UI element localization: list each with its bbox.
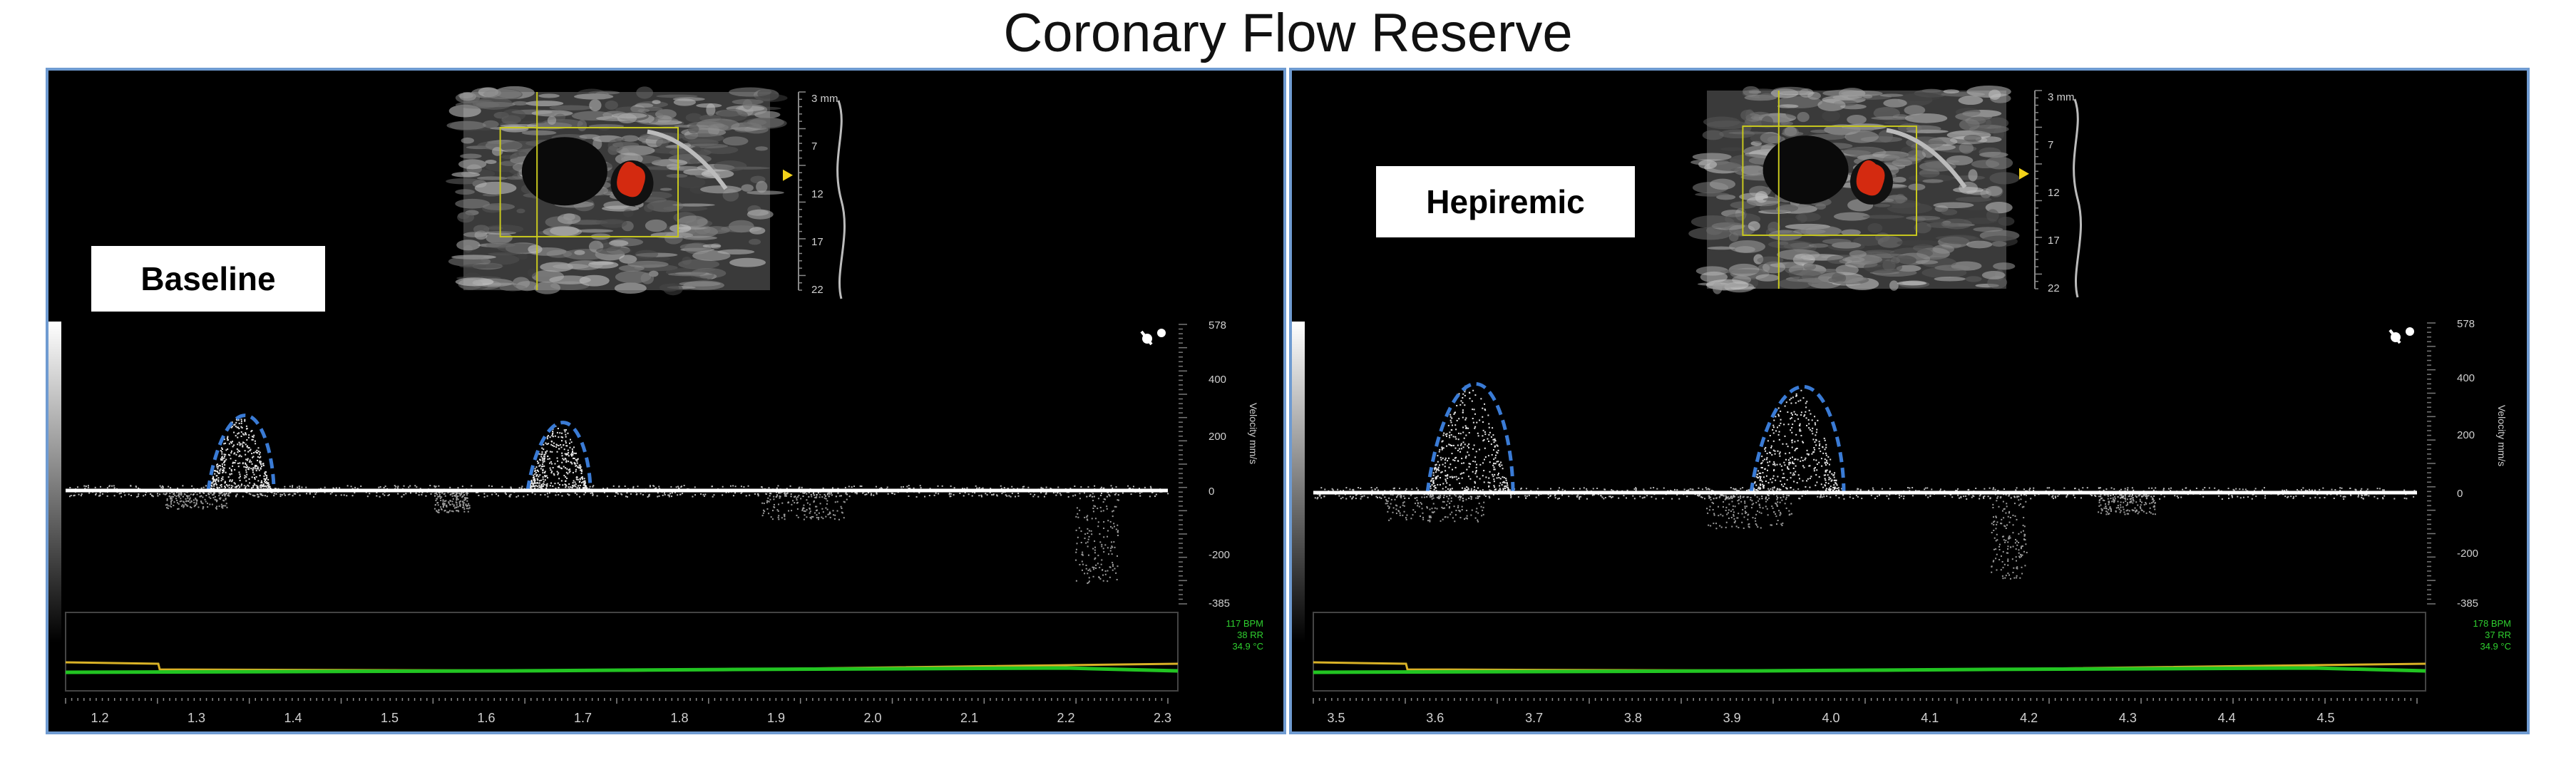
figure-title: Coronary Flow Reserve <box>1003 3 1573 63</box>
physio-readout: 38 RR <box>1237 630 1263 640</box>
depth-tick-label: 3 mm <box>811 93 838 105</box>
velocity-tick-label: 0 <box>2457 488 2463 500</box>
velocity-axis-label: Velocity mm/s <box>2496 405 2508 466</box>
time-tick-label: 4.0 <box>1822 711 1839 725</box>
doppler-spectrum <box>68 418 1169 585</box>
sample-box <box>1742 125 1918 236</box>
depth-tick-label: 17 <box>811 236 823 248</box>
ecg-marker-trace <box>836 100 846 299</box>
physio-readout: 178 BPM <box>2473 618 2511 629</box>
time-tick-label: 1.2 <box>91 711 108 725</box>
systolic-envelope-1 <box>1425 381 1515 493</box>
depth-tick-label: 3 mm <box>2048 91 2075 103</box>
time-tick-label: 1.6 <box>477 711 495 725</box>
time-tick-label: 3.5 <box>1327 711 1345 725</box>
color-flow-spot <box>1856 160 1885 196</box>
depth-tick-label: 22 <box>2048 282 2060 294</box>
time-tick-label: 2.3 <box>1154 711 1171 725</box>
doppler-spectrum <box>1314 385 2418 580</box>
sample-box <box>499 127 679 237</box>
grayscale-bar <box>48 322 61 642</box>
velocity-axis-label: Velocity mm/s <box>1248 403 1259 464</box>
vessel-lumen <box>521 137 607 206</box>
time-tick-label: 2.1 <box>960 711 978 725</box>
time-tick-label: 1.9 <box>767 711 785 725</box>
physio-strip <box>65 612 1179 692</box>
time-tick-label: 3.9 <box>1723 711 1741 725</box>
time-tick-label: 1.8 <box>670 711 688 725</box>
tissue-arc <box>647 129 728 190</box>
time-tick-label: 4.4 <box>2218 711 2236 725</box>
time-tick-label: 3.6 <box>1426 711 1444 725</box>
depth-tick-label: 17 <box>2048 235 2060 247</box>
time-tick-label: 4.1 <box>1921 711 1939 725</box>
physio-readout: 34.9 °C <box>1232 641 1263 652</box>
panel-label-hepiremic: Hepiremic <box>1376 166 1635 237</box>
systolic-envelope-1 <box>206 414 276 491</box>
depth-tick-label: 22 <box>811 284 823 296</box>
panel-label-baseline: Baseline <box>91 246 325 312</box>
focus-marker-icon <box>2019 168 2029 180</box>
grayscale-bar <box>1292 322 1305 642</box>
doppler-scale-icon <box>1140 329 1166 346</box>
time-tick-label: 3.8 <box>1624 711 1642 725</box>
physio-readout: 117 BPM <box>1226 618 1263 629</box>
baseline-panel: 3 mm 7 12 17 22 578 400 200 0 -200 -385 Velocity mm… <box>46 68 1286 734</box>
depth-tick-label: 12 <box>2048 187 2060 199</box>
velocity-tick-label: 200 <box>2457 429 2475 441</box>
time-tick-label: 1.3 <box>188 711 205 725</box>
vessel-lumen <box>1762 135 1849 205</box>
time-tick-label: 2.2 <box>1057 711 1074 725</box>
heart-rate-line <box>1313 666 2426 674</box>
time-tick-label: 1.5 <box>381 711 399 725</box>
systolic-envelope-2 <box>525 421 592 491</box>
physio-readout: 37 RR <box>2485 630 2511 640</box>
time-tick-label: 1.4 <box>284 711 302 725</box>
velocity-tick-label: -200 <box>2457 548 2478 560</box>
time-tick-label: 1.7 <box>574 711 592 725</box>
time-tick-label: 4.5 <box>2316 711 2334 725</box>
time-tick-label: 4.2 <box>2020 711 2038 725</box>
hepiremic-ultrasound-view: 3 mm 7 12 17 22 578 400 200 0 -200 -385 Velocity mm… <box>1292 86 2511 725</box>
baseline-ultrasound-view: 3 mm 7 12 17 22 578 400 200 0 -200 -385 Velocity mm… <box>48 86 1263 725</box>
time-tick-label: 2.0 <box>863 711 881 725</box>
b-mode-image <box>1688 86 2020 294</box>
doppler-scale-icon <box>2388 327 2414 344</box>
velocity-tick-label: 400 <box>1209 374 1226 386</box>
velocity-tick-label: 578 <box>2457 318 2475 330</box>
depth-tick-label: 12 <box>811 188 823 200</box>
physio-strip <box>1313 612 2426 692</box>
velocity-tick-label: 200 <box>1209 431 1226 443</box>
velocity-tick-label: -200 <box>1209 549 1230 561</box>
b-mode-image <box>446 86 788 296</box>
depth-tick-label: 7 <box>811 140 817 153</box>
time-tick-label: 4.3 <box>2119 711 2137 725</box>
velocity-tick-label: 578 <box>1209 319 1226 332</box>
depth-tick-label: 7 <box>2048 139 2053 151</box>
velocity-tick-label: -385 <box>1209 597 1230 610</box>
systolic-envelope-2 <box>1749 384 1846 493</box>
velocity-tick-label: -385 <box>2457 597 2478 610</box>
heart-rate-line <box>65 666 1179 674</box>
color-flow-spot <box>617 161 645 197</box>
time-tick-label: 3.7 <box>1525 711 1543 725</box>
focus-marker-icon <box>783 169 793 181</box>
ecg-marker-trace <box>2073 98 2083 298</box>
tissue-arc <box>1886 128 1967 189</box>
velocity-tick-label: 0 <box>1209 486 1214 498</box>
velocity-tick-label: 400 <box>2457 372 2475 384</box>
physio-readout: 34.9 °C <box>2480 641 2511 652</box>
hepiremic-panel: 3 mm 7 12 17 22 578 400 200 0 -200 -385 Velocity mm… <box>1289 68 2530 734</box>
